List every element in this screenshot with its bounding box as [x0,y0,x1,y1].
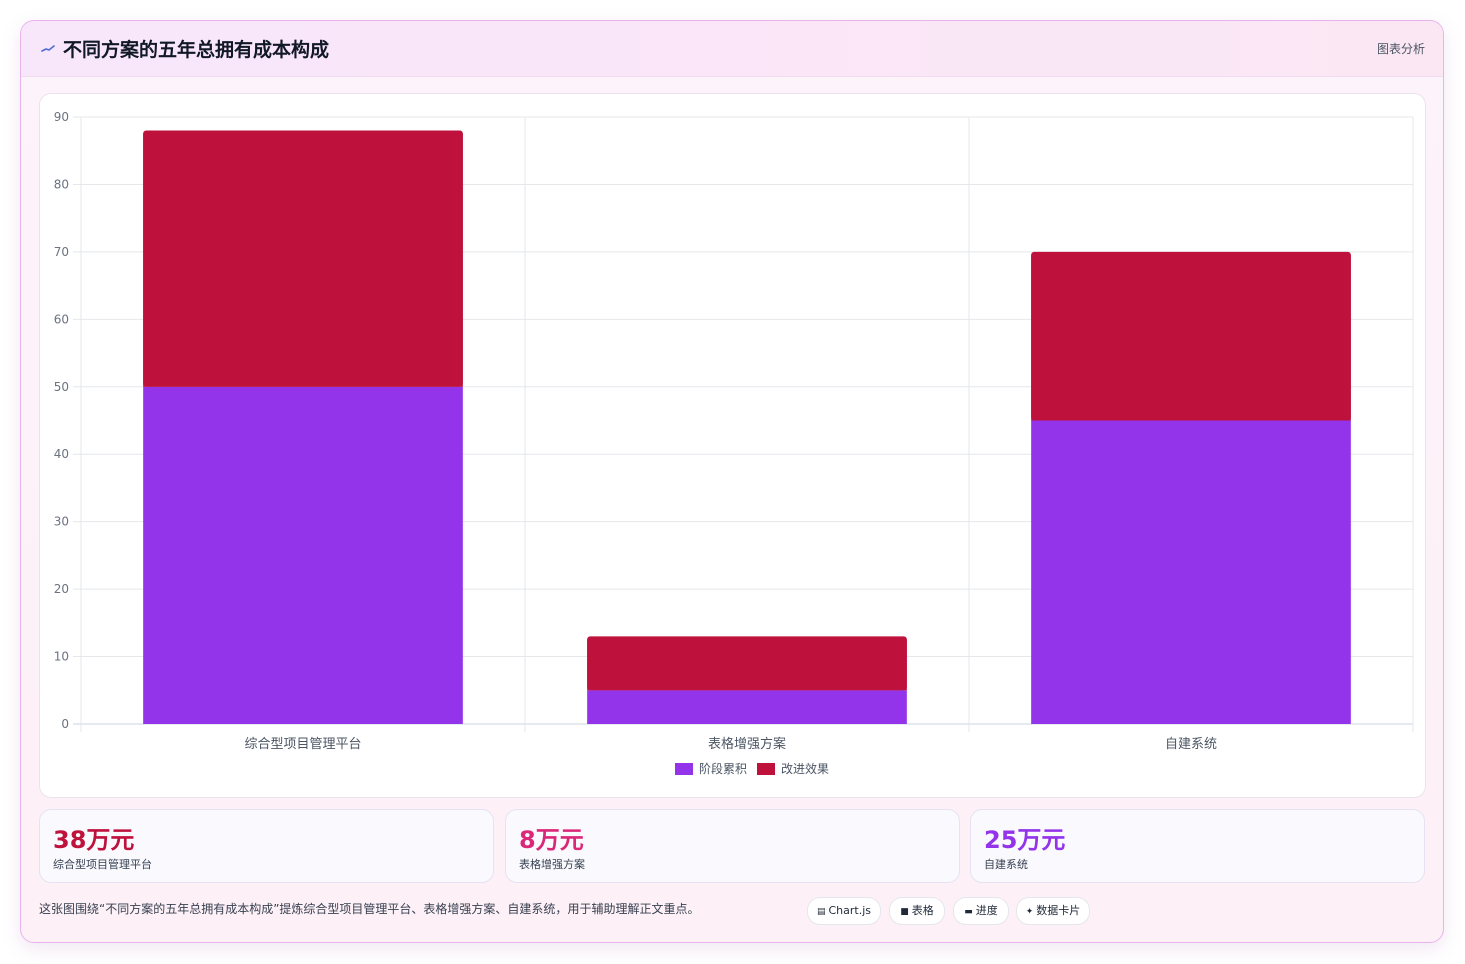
stat-label: 自建系统 [984,858,1028,871]
chart-icon: ▤ [816,907,826,917]
stacked-bar-chart: 0 10 20 30 40 50 60 70 80 90 综合型项目管理平台 表格增强方案 自建系统阶段… [54,110,1414,776]
chart-panel: 0 10 20 30 40 50 60 70 80 90 综合型项目管理平台 表格增强方案 自建系统阶段… [39,93,1426,798]
y-tick-label: 20 [54,582,69,596]
stat-value: 25万元 [984,826,1066,854]
card-header: 不同方案的五年总拥有成本构成 图表分析 [21,21,1443,77]
stat-value: 8万元 [519,826,584,854]
bar-segment [587,690,907,724]
chip-data-card[interactable]: ✦ 数据卡片 [1016,897,1090,925]
y-tick-label: 30 [54,515,69,529]
chip-label: Chart.js [828,904,872,917]
bar-segment [143,386,463,724]
y-tick-label: 50 [54,380,69,394]
bar-segment-fill [143,133,463,387]
x-tick-label: 自建系统 [1165,737,1217,752]
chart-title: 不同方案的五年总拥有成本构成 [63,39,330,61]
stat-label: 表格增强方案 [519,858,585,871]
stat-card-spreadsheet: 8万元 表格增强方案 [505,809,960,883]
y-tick-label: 70 [54,245,69,259]
x-tick-label: 综合型项目管理平台 [244,737,361,752]
chip-label: 表格 [911,904,934,917]
legend-label: 改进效果 [781,761,829,776]
stat-value: 38万元 [53,826,135,854]
sparkline-icon [41,45,55,52]
x-tick-label: 表格增强方案 [708,736,786,752]
progress-icon: ▬ [964,907,973,917]
chip-label: 进度 [975,904,998,917]
legend-label: 阶段累积 [699,761,747,776]
sparkle-icon: ✦ [1025,907,1034,917]
bar-segment-fill [587,639,907,691]
y-tick-label: 0 [61,717,69,731]
chart-card: 不同方案的五年总拥有成本构成 图表分析 0 10 20 30 40 50 60 70 80 90 综… [20,20,1444,943]
legend-swatch [757,763,775,775]
stat-card-platform: 38万元 综合型项目管理平台 [39,809,494,883]
y-tick-label: 10 [54,650,69,664]
bar-segment-fill [1031,254,1351,421]
chart-caption: 这张图围绕“不同方案的五年总拥有成本构成”提炼综合型项目管理平台、表格增强方案、… [39,902,700,916]
legend-swatch [675,763,693,775]
stat-card-custom: 25万元 自建系统 [970,809,1425,883]
chip-chartjs[interactable]: ▤ Chart.js [807,897,881,925]
chip-label: 数据卡片 [1036,904,1081,917]
y-tick-label: 60 [54,312,69,326]
chip-table[interactable]: ■ 表格 [889,897,945,925]
y-tick-label: 90 [54,110,69,124]
y-tick-label: 80 [54,177,69,191]
table-icon: ■ [900,907,909,917]
chart-analysis-tag: 图表分析 [1376,42,1425,56]
y-tick-label: 40 [54,447,69,461]
chip-progress[interactable]: ▬ 进度 [953,897,1009,925]
stat-label: 综合型项目管理平台 [53,858,152,871]
bar-segment [1031,420,1351,724]
